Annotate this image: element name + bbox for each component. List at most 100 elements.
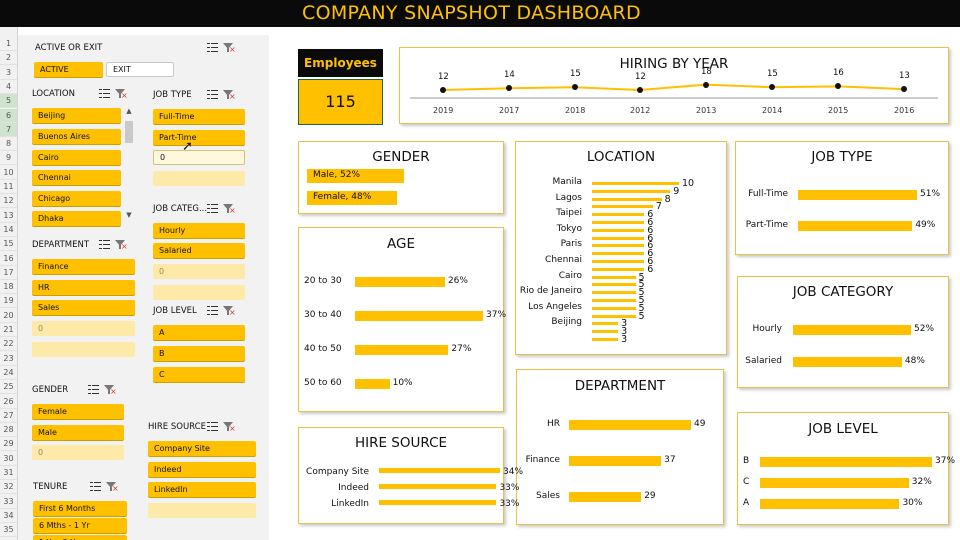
clear-filter-icon[interactable]: × <box>115 239 128 251</box>
job_category-bar[interactable] <box>793 357 902 367</box>
job_category-slicer-item[interactable]: 0 <box>153 264 245 279</box>
clear-filter-icon[interactable]: × <box>106 481 119 493</box>
hiring-data-point[interactable] <box>835 83 841 90</box>
clear-filter-icon[interactable]: × <box>223 203 236 215</box>
location-slicer-item[interactable]: Dhaka <box>32 211 121 226</box>
hire_source-slicer-item[interactable]: LinkedIn <box>148 482 256 497</box>
location-slicer-item[interactable]: Chicago <box>32 191 121 206</box>
location-slicer-item[interactable]: Cairo <box>32 150 121 165</box>
department-slicer-item[interactable]: Finance <box>32 259 135 274</box>
location-bar[interactable] <box>592 291 636 295</box>
employees-value[interactable]: 115 <box>298 79 383 125</box>
hiring-data-point[interactable] <box>769 84 775 91</box>
department-bar[interactable] <box>569 420 691 430</box>
active_exit-slicer-item[interactable]: EXIT <box>106 62 174 77</box>
gender-slicer-item[interactable]: Female <box>32 404 124 419</box>
age-bar[interactable] <box>355 345 449 355</box>
clear-filter-icon[interactable]: × <box>223 42 236 54</box>
hiring-data-point[interactable] <box>506 85 512 92</box>
location-bar[interactable] <box>592 205 653 209</box>
age-bar[interactable] <box>355 277 445 287</box>
location-bar[interactable] <box>592 338 619 341</box>
department-slicer-item[interactable]: 0 <box>32 321 135 336</box>
location-bar[interactable] <box>592 252 645 256</box>
location-bar[interactable] <box>592 221 645 224</box>
location-scrollbar[interactable]: ▲ ▼ <box>123 107 135 221</box>
job_level-slicer-item[interactable]: A <box>153 325 245 340</box>
location-bar[interactable] <box>592 197 662 201</box>
location-bar[interactable] <box>592 267 645 271</box>
department-slicer-item[interactable] <box>32 342 135 357</box>
age-bar[interactable] <box>355 379 390 389</box>
location-bar[interactable] <box>592 306 636 310</box>
department-slicer-item[interactable]: Sales <box>32 300 135 315</box>
location-bar[interactable] <box>592 236 645 240</box>
location-slicer-item[interactable]: Chennai <box>32 170 121 185</box>
multi-select-icon[interactable] <box>207 89 218 100</box>
active_exit-slicer-item[interactable]: ACTIVE <box>34 62 103 77</box>
location-bar[interactable] <box>592 228 645 232</box>
location-slicer-item[interactable]: Buenos Aires <box>32 129 121 144</box>
clear-filter-icon[interactable]: × <box>223 89 236 101</box>
department-slicer-item[interactable]: HR <box>32 280 135 295</box>
hire_source-slicer-item[interactable]: Company Site <box>148 441 256 456</box>
hire_source-slicer-item[interactable]: Indeed <box>148 462 256 477</box>
multi-select-icon[interactable] <box>88 384 99 395</box>
hiring-data-point[interactable] <box>901 86 907 93</box>
location-slicer-item[interactable]: Beijing <box>32 108 121 123</box>
clear-filter-icon[interactable]: × <box>223 305 236 317</box>
hire_source-bar[interactable] <box>379 468 500 473</box>
location-bar[interactable] <box>592 330 619 334</box>
gender-bar[interactable] <box>307 191 397 205</box>
multi-select-icon[interactable] <box>207 42 218 53</box>
hiring-data-point[interactable] <box>637 87 643 93</box>
job_level-bar[interactable] <box>760 478 909 488</box>
gender-bar[interactable] <box>307 169 404 183</box>
gender-slicer-item[interactable]: Male <box>32 425 124 440</box>
job_type-slicer-item[interactable]: Full-Time <box>153 109 245 124</box>
multi-select-icon[interactable] <box>90 481 101 492</box>
job_type-bar[interactable] <box>798 190 917 200</box>
job_level-slicer-item[interactable]: C <box>153 367 245 382</box>
job_type-slicer-item[interactable]: 0 <box>153 150 245 165</box>
location-bar[interactable] <box>592 182 679 185</box>
department-bar[interactable] <box>569 492 642 502</box>
tenure-slicer-item[interactable]: First 6 Months <box>33 501 127 516</box>
hiring-data-point[interactable] <box>572 84 578 91</box>
department-bar[interactable] <box>569 456 662 466</box>
job_type-bar[interactable] <box>798 221 913 231</box>
clear-filter-icon[interactable]: × <box>223 421 236 433</box>
multi-select-icon[interactable] <box>207 421 218 432</box>
location-bar[interactable] <box>592 322 619 326</box>
hire_source-slicer-item[interactable] <box>148 503 256 518</box>
job_level-bar[interactable] <box>760 499 900 509</box>
location-bar[interactable] <box>592 213 645 217</box>
job_category-slicer-item[interactable]: Salaried <box>153 243 245 258</box>
hiring-data-point[interactable] <box>440 87 446 93</box>
location-bar[interactable] <box>592 314 636 318</box>
job_type-slicer-item[interactable] <box>153 171 245 186</box>
location-bar[interactable] <box>592 189 671 193</box>
job_category-slicer-item[interactable]: Hourly <box>153 223 245 238</box>
multi-select-icon[interactable] <box>99 239 110 250</box>
tenure-slicer-item[interactable]: 6 Mths - 1 Yr <box>33 518 127 533</box>
hire_source-bar[interactable] <box>379 500 497 505</box>
hire_source-bar[interactable] <box>379 484 497 489</box>
multi-select-icon[interactable] <box>207 305 218 316</box>
hiring-data-point[interactable] <box>703 81 709 88</box>
location-bar[interactable] <box>592 275 636 279</box>
location-bar[interactable] <box>592 299 636 302</box>
clear-filter-icon[interactable]: × <box>115 88 128 100</box>
job_category-bar[interactable] <box>793 325 911 335</box>
location-bar[interactable] <box>592 244 645 248</box>
age-bar[interactable] <box>355 311 483 321</box>
tenure-slicer-item[interactable]: 1 Yr - 2 Yrs <box>33 535 127 540</box>
job_level-bar[interactable] <box>760 457 932 467</box>
location-bar[interactable] <box>592 260 645 263</box>
multi-select-icon[interactable] <box>207 203 218 214</box>
job_level-slicer-item[interactable]: B <box>153 346 245 361</box>
clear-filter-icon[interactable]: × <box>104 384 117 396</box>
job_category-slicer-item[interactable] <box>153 285 245 300</box>
job_type-slicer-item[interactable]: Part-Time <box>153 130 245 145</box>
gender-slicer-item[interactable]: 0 <box>32 445 124 460</box>
